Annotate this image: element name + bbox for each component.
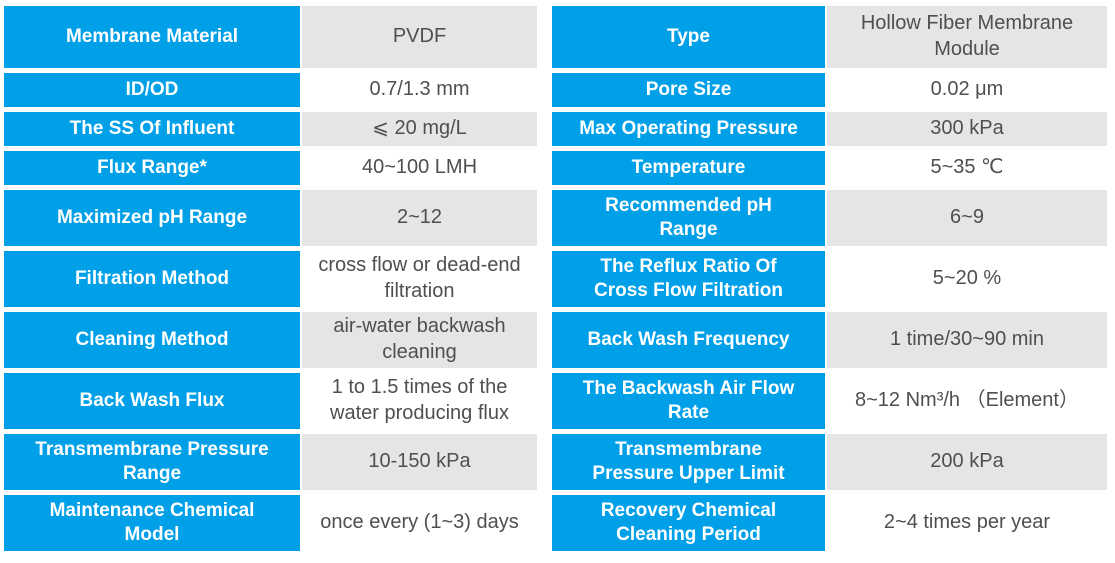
spec-value: cross flow or dead-end filtration xyxy=(302,251,537,307)
spec-table-right-columns: Type Hollow Fiber Membrane Module Pore S… xyxy=(552,6,1107,551)
spec-label: Transmembrane Pressure Upper Limit xyxy=(552,434,825,490)
spec-label: Maintenance Chemical Model xyxy=(4,495,300,551)
spec-label: Flux Range* xyxy=(4,151,300,185)
spec-value: PVDF xyxy=(302,6,537,68)
spec-value: 1 time/30~90 min xyxy=(827,312,1107,368)
spec-value: 200 kPa xyxy=(827,434,1107,490)
spec-label: Pore Size xyxy=(552,73,825,107)
spec-label: Recommended pH Range xyxy=(552,190,825,246)
spec-value: 0.02 μm xyxy=(827,73,1107,107)
spec-value: ⩽ 20 mg/L xyxy=(302,112,537,146)
spec-label: The Reflux Ratio Of Cross Flow Filtratio… xyxy=(552,251,825,307)
spec-label: Maximized pH Range xyxy=(4,190,300,246)
spec-table-left-columns: Membrane Material PVDF ID/OD 0.7/1.3 mm … xyxy=(4,6,537,551)
spec-value: 6~9 xyxy=(827,190,1107,246)
spec-label: The SS Of Influent xyxy=(4,112,300,146)
spec-value: 2~4 times per year xyxy=(827,495,1107,551)
spec-label: Type xyxy=(552,6,825,68)
spec-value: 10-150 kPa xyxy=(302,434,537,490)
spec-label: Transmembrane Pressure Range xyxy=(4,434,300,490)
spec-label: ID/OD xyxy=(4,73,300,107)
spec-label: Recovery Chemical Cleaning Period xyxy=(552,495,825,551)
spec-table: Membrane Material PVDF ID/OD 0.7/1.3 mm … xyxy=(4,6,1111,551)
spec-value: 8~12 Nm³/h （Element） xyxy=(827,373,1107,429)
spec-value: air-water backwash cleaning xyxy=(302,312,537,368)
spec-value: 1 to 1.5 times of the water producing fl… xyxy=(302,373,537,429)
spec-value: Hollow Fiber Membrane Module xyxy=(827,6,1107,68)
spec-label: Back Wash Flux xyxy=(4,373,300,429)
spec-label: Temperature xyxy=(552,151,825,185)
spec-value: 5~35 ℃ xyxy=(827,151,1107,185)
spec-value: 0.7/1.3 mm xyxy=(302,73,537,107)
spec-value: 2~12 xyxy=(302,190,537,246)
spec-label: Cleaning Method xyxy=(4,312,300,368)
spec-label: Max Operating Pressure xyxy=(552,112,825,146)
spec-label: Back Wash Frequency xyxy=(552,312,825,368)
spec-value: 40~100 LMH xyxy=(302,151,537,185)
spec-label: Membrane Material xyxy=(4,6,300,68)
spec-value: once every (1~3) days xyxy=(302,495,537,551)
spec-label: The Backwash Air Flow Rate xyxy=(552,373,825,429)
spec-label: Filtration Method xyxy=(4,251,300,307)
spec-value: 5~20 % xyxy=(827,251,1107,307)
spec-value: 300 kPa xyxy=(827,112,1107,146)
